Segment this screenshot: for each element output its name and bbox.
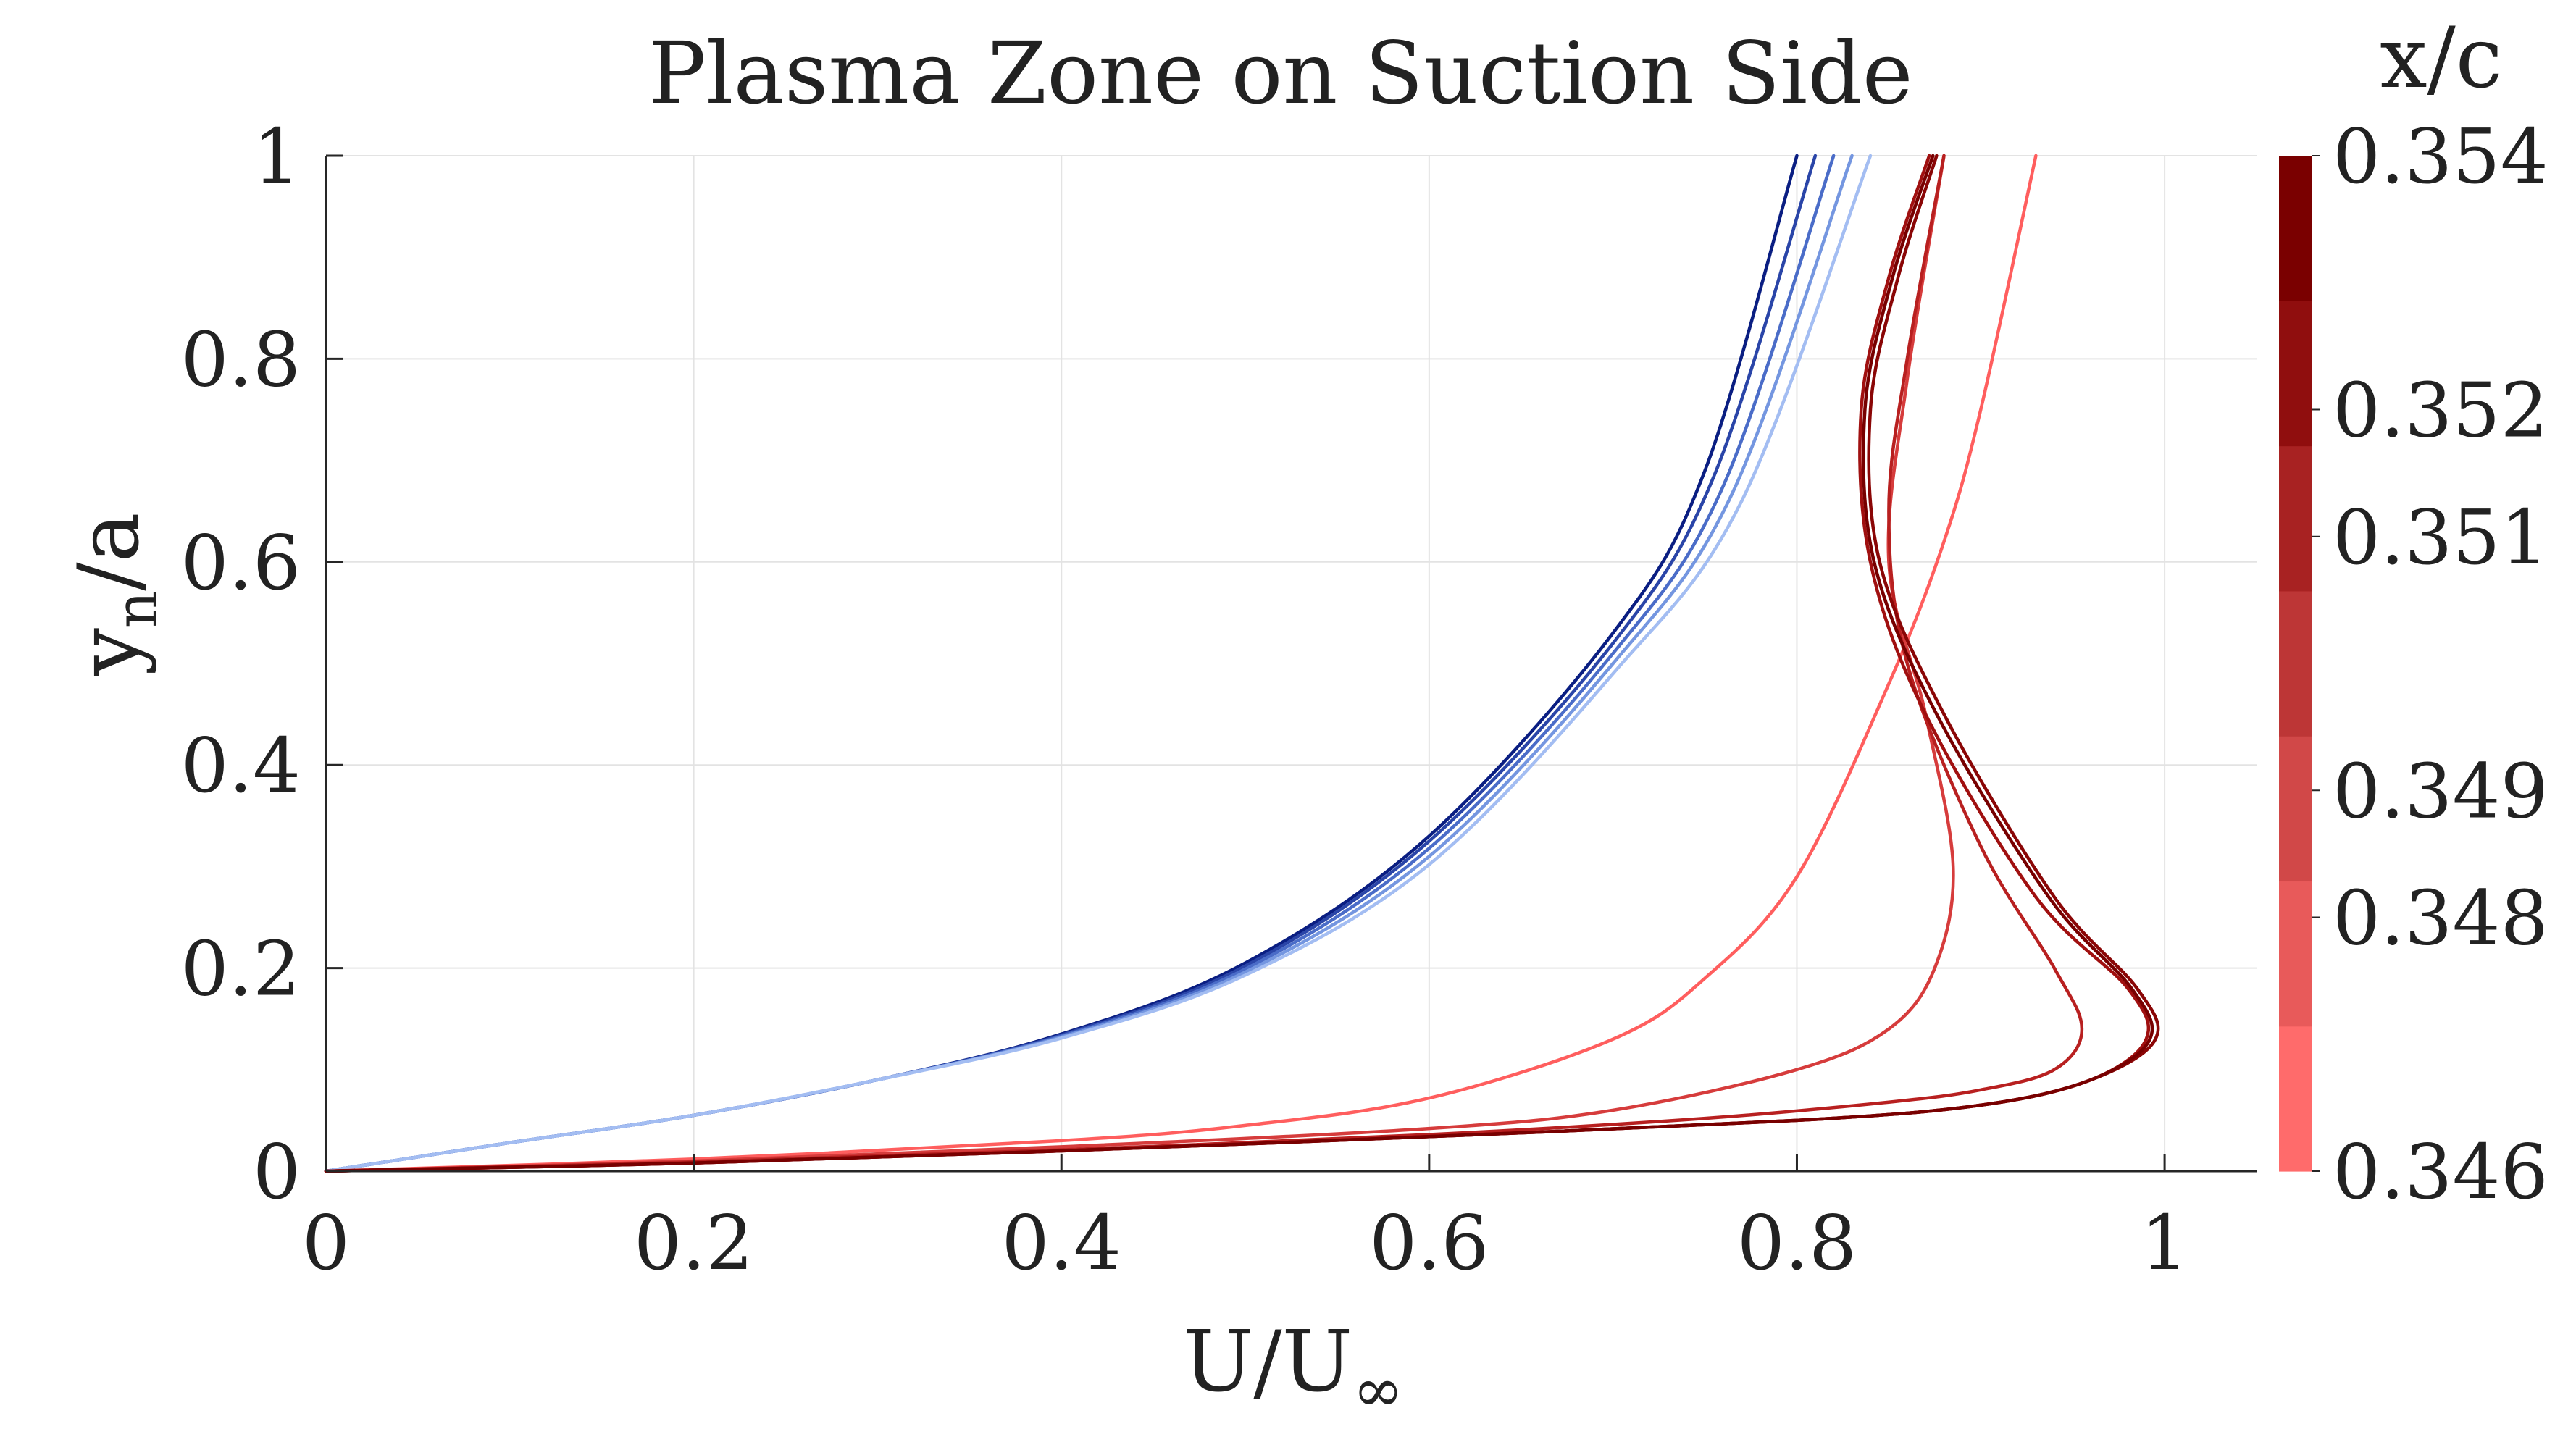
colorbar-band <box>2279 881 2312 1027</box>
colorbar-band <box>2279 736 2312 882</box>
axes <box>325 154 2257 1173</box>
colorbar-band <box>2279 156 2312 301</box>
colorbar-band <box>2279 301 2312 447</box>
colorbar-tick-label: 0.348 <box>2333 874 2548 963</box>
colorbar-title: x/c <box>2380 9 2502 107</box>
series-line-plasma <box>324 154 2154 1173</box>
colorbar-tick-label: 0.352 <box>2333 366 2548 455</box>
y-axis-label: yn/a <box>60 512 170 676</box>
colorbar-band <box>2279 445 2312 592</box>
plot-area <box>324 154 2257 1173</box>
x-axis-label-main: U/U <box>1183 1313 1353 1411</box>
y-axis-label-tail: /a <box>60 512 158 590</box>
y-tick-label: 0.8 <box>181 315 301 403</box>
colorbar-band <box>2279 1026 2312 1172</box>
x-axis-label-sub: ∞ <box>1352 1354 1403 1425</box>
colorbar-tick-label: 0.349 <box>2333 747 2548 835</box>
y-tick-label: 0.4 <box>181 721 301 810</box>
colorbar-band <box>2279 590 2312 737</box>
y-tick-label: 0 <box>253 1128 301 1216</box>
x-tick-labels: 0 0.2 0.4 0.6 0.8 1 <box>302 1199 2188 1287</box>
colorbar-tick-label: 0.346 <box>2333 1128 2548 1216</box>
x-axis-label: U/U∞ <box>1183 1313 1404 1425</box>
x-tick-label: 0.6 <box>1369 1199 1489 1287</box>
y-tick-labels: 0 0.2 0.4 0.6 0.8 1 <box>181 112 301 1216</box>
x-tick-label: 0.2 <box>634 1199 753 1287</box>
y-tick-label: 0.6 <box>181 519 301 607</box>
y-axis-label-sub: n <box>103 591 170 629</box>
x-tick-label: 0.8 <box>1737 1199 1857 1287</box>
y-axis-label-main: y <box>60 628 158 676</box>
series-line-baseline <box>324 154 1873 1173</box>
colorbar: x/c 0.346 0.348 0.349 0.351 0.352 0.354 <box>2279 9 2548 1216</box>
colorbar-tick-label: 0.354 <box>2333 112 2548 201</box>
y-tick-label: 1 <box>253 112 301 201</box>
plot-background <box>326 156 2257 1171</box>
y-tick-label: 0.2 <box>181 925 301 1013</box>
chart-title: Plasma Zone on Suction Side <box>648 23 1912 123</box>
colorbar-bands <box>2279 156 2312 1172</box>
series-layer <box>324 154 2160 1173</box>
x-tick-label: 0 <box>302 1199 350 1287</box>
x-tick-label: 1 <box>2141 1199 2188 1287</box>
x-tick-label: 0.4 <box>1002 1199 1121 1287</box>
colorbar-tick-label: 0.351 <box>2333 493 2548 582</box>
series-line-plasma <box>324 154 2038 1173</box>
colorbar-tick-labels: 0.346 0.348 0.349 0.351 0.352 0.354 <box>2312 112 2548 1216</box>
